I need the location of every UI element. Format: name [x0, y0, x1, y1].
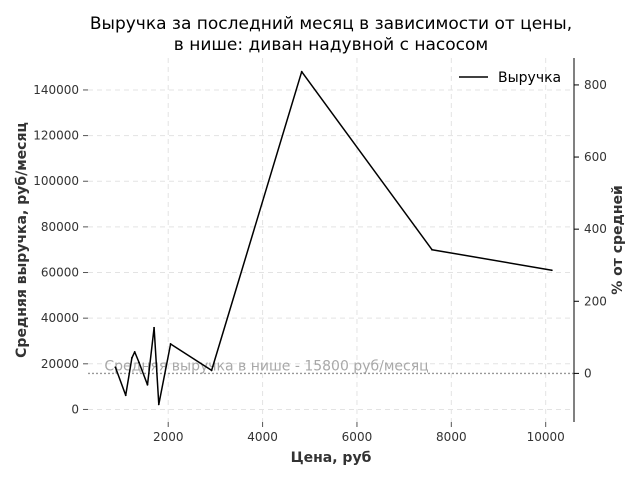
data-point	[210, 369, 213, 372]
axes: 2000 4000 6000 8000 100000200004000060000800…	[33, 58, 607, 444]
y-tick-label: 40000	[41, 311, 79, 325]
data-point	[114, 366, 117, 369]
x-axis-label: Цена, руб	[291, 450, 372, 466]
grid	[88, 58, 574, 422]
data-point	[157, 403, 160, 406]
y2-tick-label: 400	[584, 222, 607, 236]
data-point	[138, 361, 140, 364]
y-tick-label: 100000	[33, 174, 79, 188]
data-point	[550, 269, 553, 272]
x-tick-label: 4000	[247, 430, 278, 444]
reference-line-label: Средняя выручка в нише - 15800 руб/месяц	[104, 358, 428, 374]
y2-axis-label: % от средней	[610, 185, 626, 295]
y2-tick-label: 600	[584, 150, 607, 164]
data-point	[130, 356, 133, 359]
y-tick-label: 120000	[33, 129, 79, 143]
x-tick-label: 2000	[153, 430, 184, 444]
chart-title-line-2: в нише: диван надувной с насосом	[174, 35, 488, 55]
x-tick-label: 6000	[342, 430, 373, 444]
data-point	[146, 383, 149, 386]
y-tick-label: 60000	[41, 266, 79, 280]
data-point	[133, 351, 136, 353]
x-tick-label: 8000	[436, 430, 467, 444]
y-tick-label: 80000	[41, 220, 79, 234]
y-tick-label: 20000	[41, 357, 79, 371]
y2-tick-label: 200	[584, 294, 607, 308]
series-group	[114, 70, 553, 406]
reference-line-group: Средняя выручка в нише - 15800 руб/месяц	[88, 358, 574, 374]
y-tick-label: 0	[71, 402, 79, 416]
data-point	[124, 394, 127, 397]
legend-label: Выручка	[498, 70, 561, 86]
data-point	[153, 326, 155, 329]
data-point	[431, 248, 433, 251]
y2-tick-label: 800	[584, 78, 607, 92]
data-point	[169, 343, 172, 345]
x-tick-label: 10000	[527, 430, 565, 444]
chart-title-line-1: Выручка за последний месяц в зависимости…	[90, 14, 572, 34]
y-tick-label: 140000	[33, 83, 79, 97]
y-axis-label: Средняя выручка, руб/месяц	[14, 122, 30, 358]
series-line-revenue	[114, 70, 552, 406]
legend: Выручка	[459, 70, 561, 86]
y2-tick-label: 0	[584, 366, 592, 380]
data-point	[300, 70, 303, 73]
